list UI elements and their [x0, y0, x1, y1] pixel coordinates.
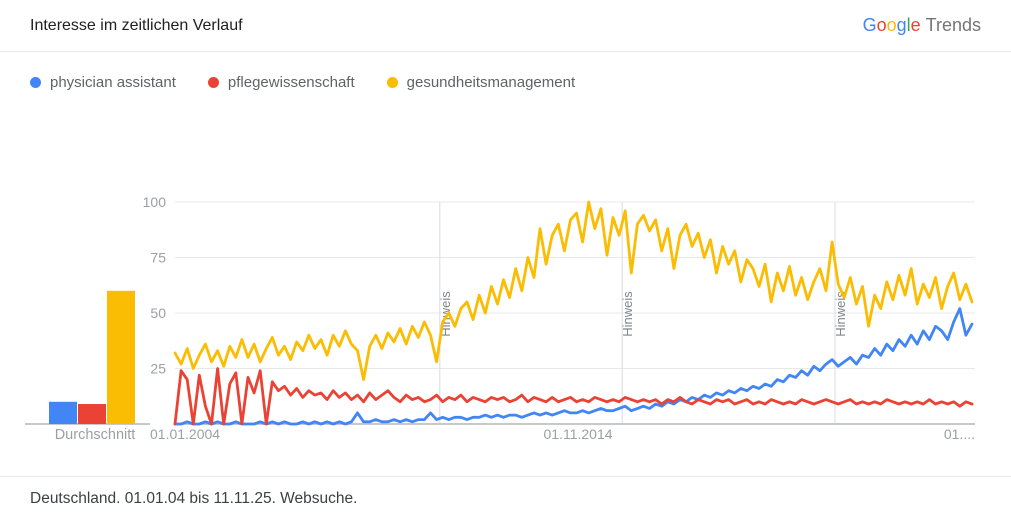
- series-line-gesundheitsmanagement: [173, 200, 974, 382]
- logo-letter: G: [862, 15, 877, 35]
- x-tick-label-start: 01.01.2004: [150, 426, 220, 442]
- y-tick-label: 25: [150, 361, 166, 377]
- logo-letter: l: [906, 15, 911, 35]
- series-line-physician-assistant: [173, 307, 974, 426]
- hinweis-label-3: Hinweis: [833, 291, 848, 337]
- x-tick-label-middle: 01.11.2014: [543, 426, 612, 442]
- logo-letter: o: [886, 15, 897, 35]
- logo-letter: g: [896, 15, 907, 35]
- y-tick-label: 100: [143, 194, 167, 210]
- logo-letter: o: [876, 15, 887, 35]
- card-header: Interesse im zeitlichen Verlauf Google Tr…: [0, 0, 1011, 52]
- y-tick-label: 50: [150, 305, 166, 321]
- legend-dot-red-icon: [207, 77, 219, 88]
- legend-label: gesundheitsmanagement: [406, 74, 576, 91]
- average-bar-physician-assistant: [49, 401, 77, 424]
- x-tick-label-end: 01....: [944, 426, 975, 442]
- legend-dot-yellow-icon: [386, 77, 398, 88]
- legend: physician assistant pflegewissenschaft g…: [0, 52, 1011, 93]
- y-tick-label: 75: [150, 250, 166, 266]
- legend-item-physician-assistant: physician assistant: [30, 74, 176, 91]
- chart-footnote: Deutschland. 01.01.04 bis 11.11.25. Webs…: [0, 476, 1011, 508]
- page-title: Interesse im zeitlichen Verlauf: [30, 16, 243, 34]
- average-bar-pflegewissenschaft: [78, 404, 106, 424]
- logo-letter: e: [910, 15, 921, 35]
- durchschnitt-label: Durchschnitt: [55, 427, 136, 443]
- legend-label: physician assistant: [50, 74, 176, 91]
- average-bar-gesundheitsmanagement: [107, 290, 135, 424]
- legend-label: pflegewissenschaft: [227, 74, 355, 91]
- legend-item-gesundheitsmanagement: gesundheitsmanagement: [386, 74, 576, 91]
- series-line-pflegewissenschaft: [173, 367, 974, 426]
- trends-wordmark: Trends: [925, 15, 981, 35]
- google-trends-logo[interactable]: Google Trends: [863, 15, 981, 36]
- legend-dot-blue-icon: [30, 77, 41, 88]
- google-logo-wordmark: Google: [863, 15, 921, 35]
- hinweis-label-2: Hinweis: [620, 291, 635, 337]
- legend-item-pflegewissenschaft: pflegewissenschaft: [207, 74, 355, 91]
